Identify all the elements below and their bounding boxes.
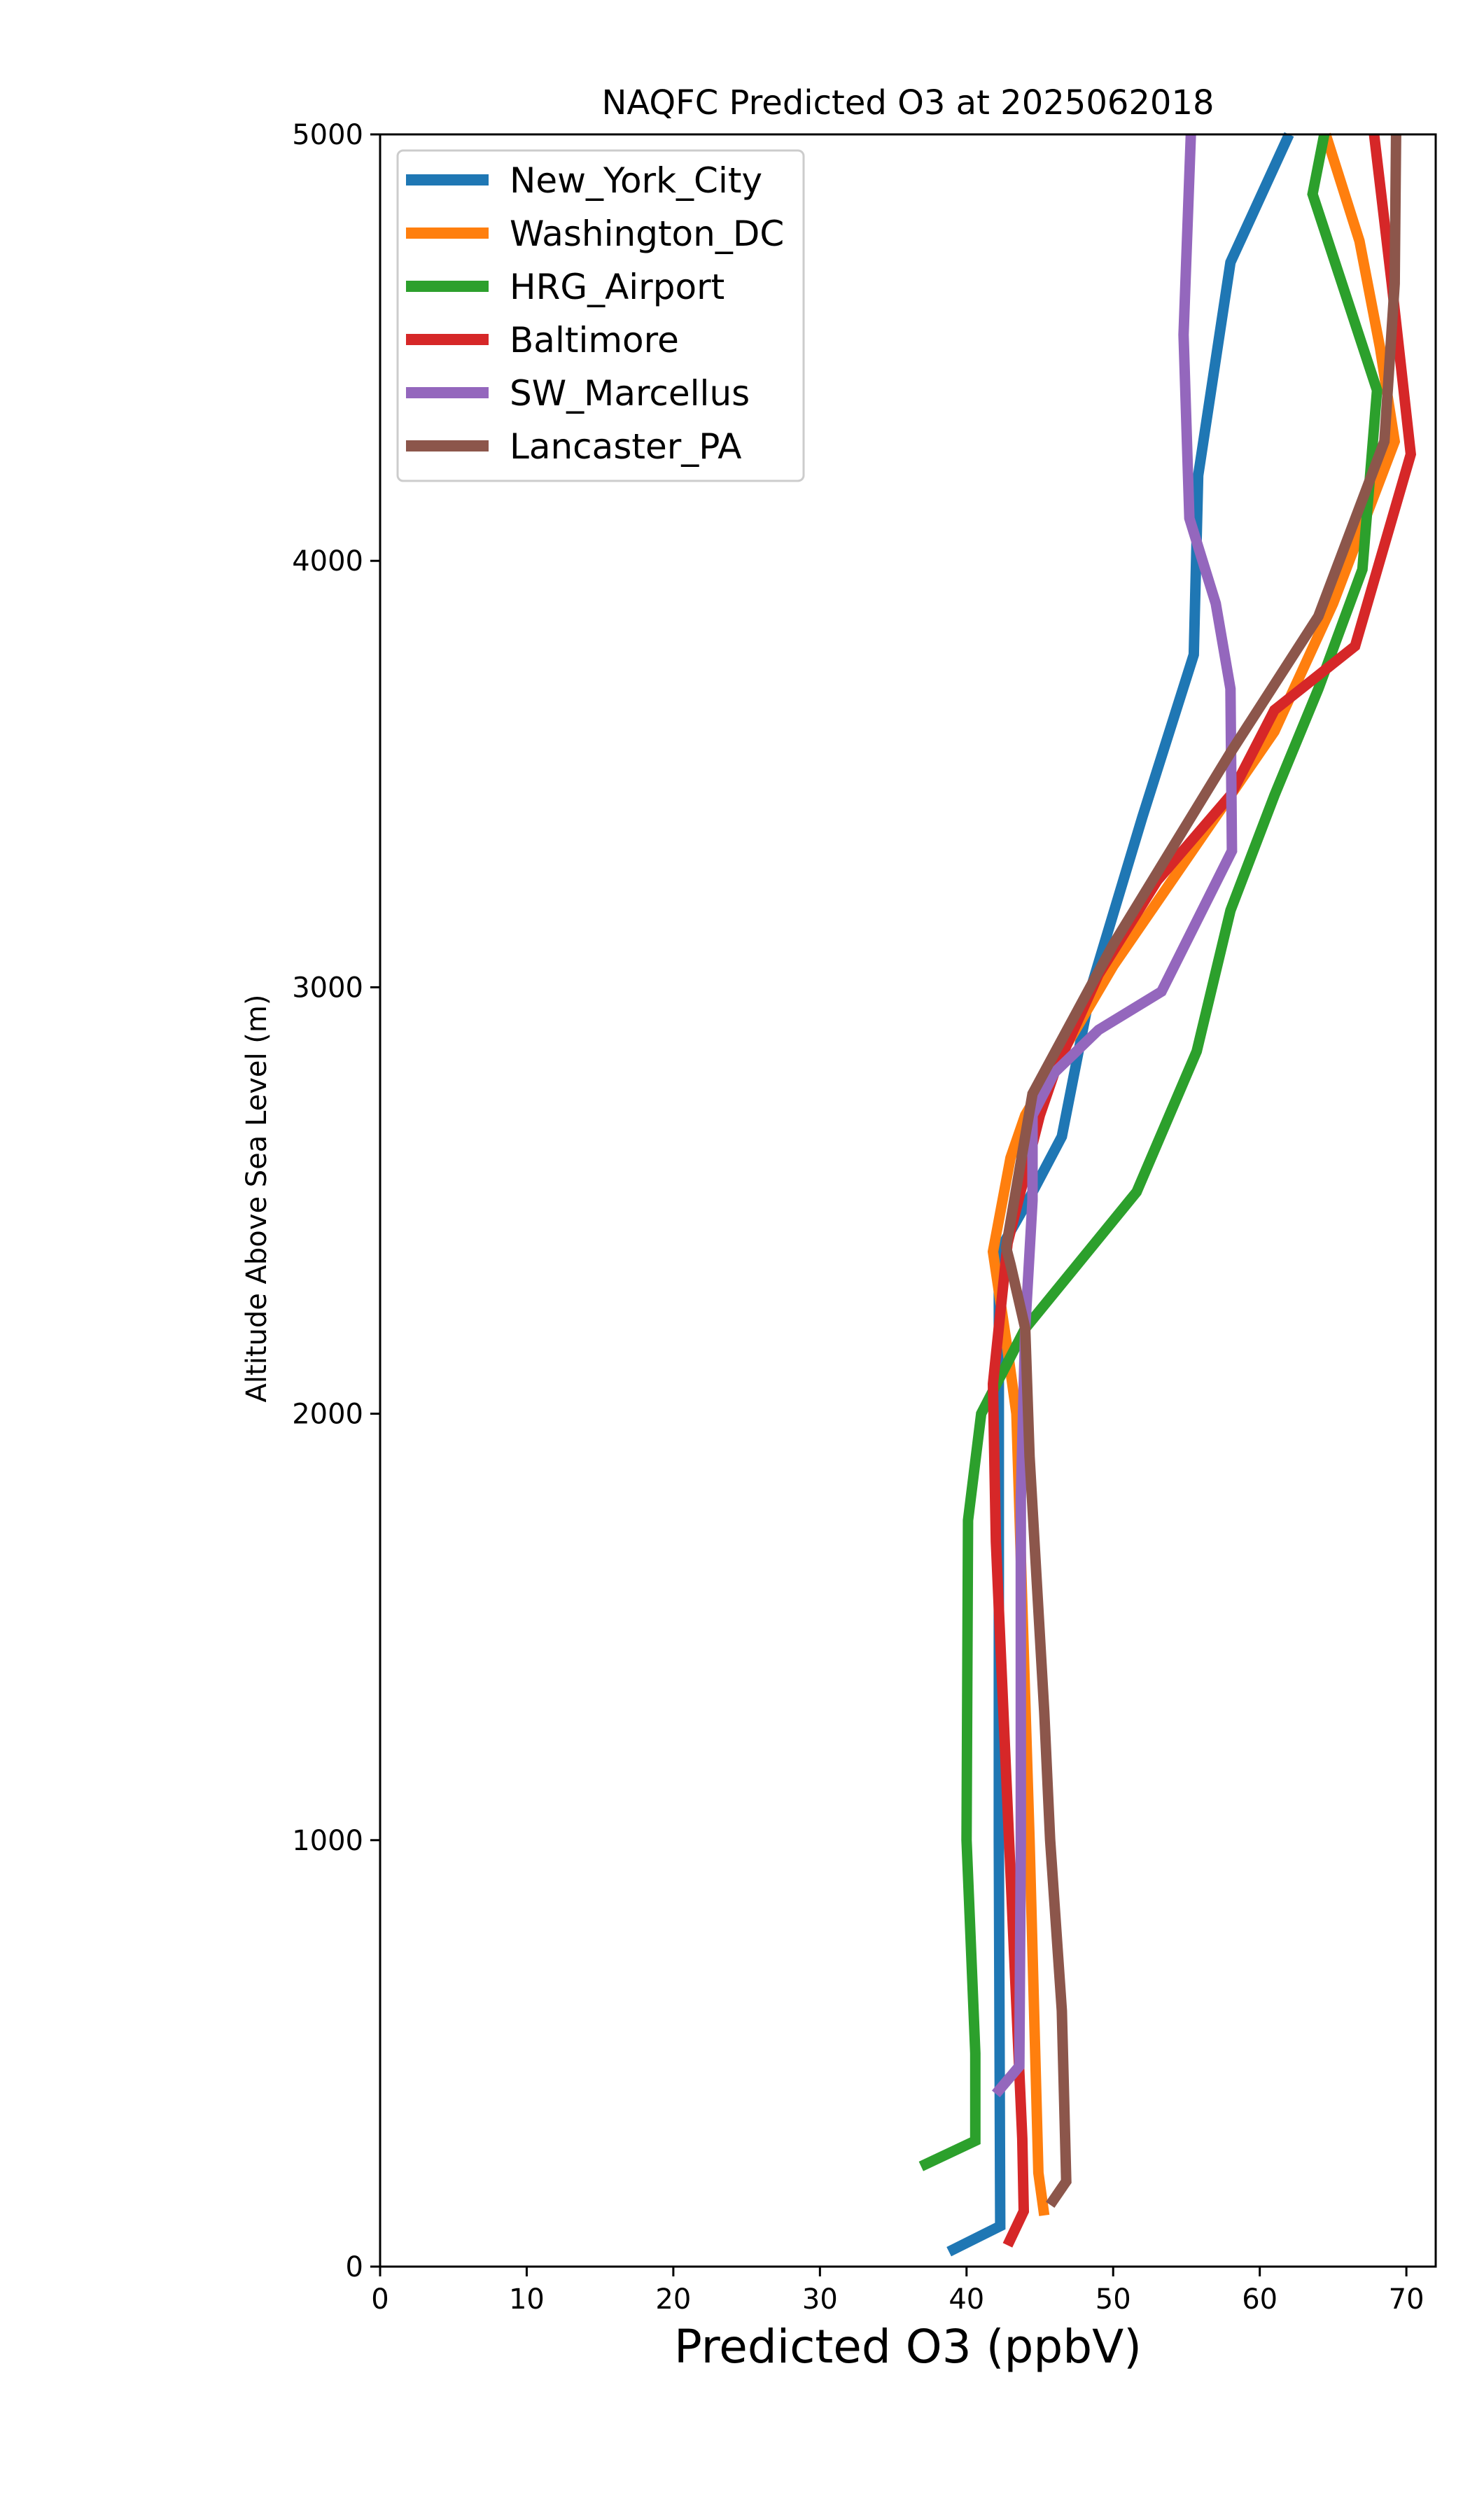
legend-label: HRG_Airport	[510, 267, 724, 307]
x-tick-label: 60	[1242, 2283, 1278, 2316]
legend-label: New_York_City	[510, 160, 762, 201]
x-tick-label: 30	[802, 2283, 838, 2316]
series-line-new-york-city	[946, 132, 1294, 2257]
legend-label: Lancaster_PA	[510, 426, 741, 467]
legend-box	[396, 149, 805, 482]
chart-title: NAQFC Predicted O3 at 2025062018	[601, 83, 1214, 122]
x-tick-label: 70	[1389, 2283, 1424, 2316]
y-tick-label: 0	[346, 2251, 363, 2283]
x-tick-label: 0	[371, 2283, 388, 2316]
legend: New_York_City Washington_DC HRG_Airport Bal…	[396, 149, 805, 482]
legend-label: Washington_DC	[510, 214, 784, 254]
x-tick-label: 40	[948, 2283, 984, 2316]
y-tick-label: 3000	[292, 972, 363, 1004]
x-tick-label: 20	[655, 2283, 691, 2316]
legend-label: SW_Marcellus	[510, 373, 750, 414]
series-line-sw-marcellus	[991, 134, 1238, 2098]
series-line-lancaster-pa	[1000, 134, 1401, 2208]
plot-frame	[379, 133, 1437, 2268]
y-axis-label: Altitude Above Sea Level (m)	[241, 995, 273, 1403]
x-tick-label: 50	[1096, 2283, 1131, 2316]
legend-label: Baltimore	[510, 320, 679, 360]
y-tick-label: 2000	[292, 1399, 363, 1431]
y-tick-label: 4000	[292, 545, 363, 578]
y-axis: 0 1000 2000 3000 4000 5000	[292, 119, 380, 2283]
series-layer	[918, 132, 1417, 2257]
x-axis-label: Predicted O3 (ppbV)	[674, 2320, 1142, 2374]
x-axis: 0 10 20 30 40 50 60 70	[371, 2267, 1424, 2316]
x-tick-label: 10	[509, 2283, 545, 2316]
y-tick-label: 1000	[292, 1825, 363, 1857]
y-tick-label: 5000	[292, 119, 363, 151]
